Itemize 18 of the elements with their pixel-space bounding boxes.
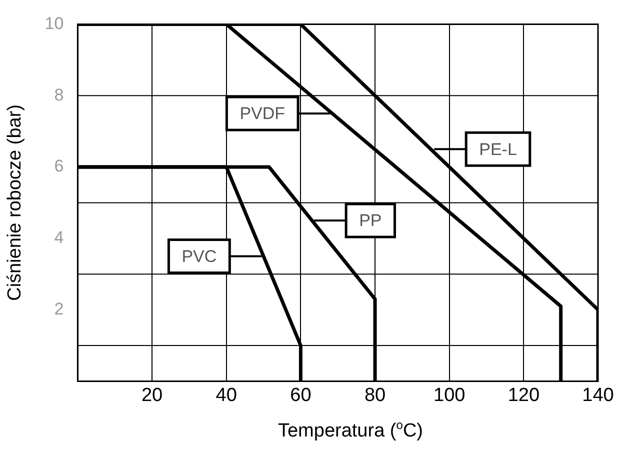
x-tick-label: 140 <box>582 384 614 406</box>
x-tick-label: 60 <box>290 384 312 406</box>
x-axis-title: Temperatura ($^{o}$C) <box>276 418 424 442</box>
x-tick-label: 40 <box>216 384 237 406</box>
annotation: PE-L <box>479 140 517 159</box>
y-tick-label: 10 <box>44 14 64 33</box>
annotation: PP <box>359 211 382 230</box>
y-tick-label: 2 <box>54 299 64 318</box>
x-tick-label: 80 <box>364 384 386 406</box>
y-axis-title: Ciśnienie robocze (bar) <box>4 104 26 301</box>
annotation: PVDF <box>240 104 286 124</box>
x-tick-label: 120 <box>508 384 540 406</box>
y-tick-label: 4 <box>54 228 64 248</box>
y-tick-label: 6 <box>54 156 64 176</box>
annotation: PVC <box>182 246 217 266</box>
x-tick-label: 100 <box>433 384 466 406</box>
x-tick-label: 20 <box>141 384 163 406</box>
y-tick-label: 8 <box>54 85 64 104</box>
